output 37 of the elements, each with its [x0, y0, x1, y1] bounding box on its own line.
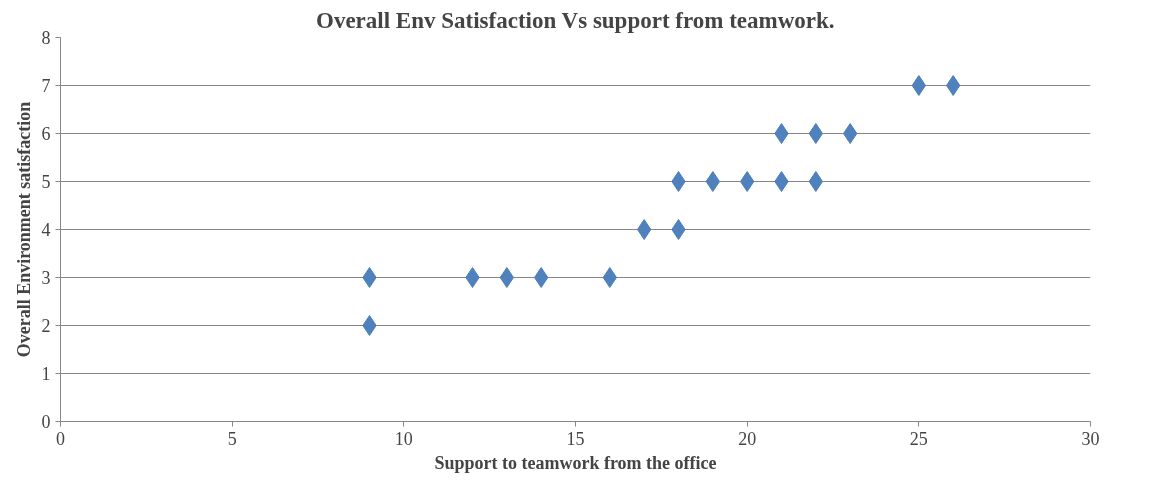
point — [808, 123, 823, 144]
y-tick-label: 0 — [41, 412, 51, 432]
point — [465, 267, 480, 288]
y-tick-label: 8 — [41, 28, 51, 48]
y-tick-label: 6 — [41, 124, 51, 144]
y-tick-label: 4 — [41, 220, 51, 240]
x-tick-label: 0 — [56, 428, 65, 449]
point — [911, 75, 926, 96]
point — [362, 267, 377, 288]
y-tick-label: 5 — [41, 172, 51, 192]
y-axis-title: Overall Environment satisfaction — [13, 101, 34, 358]
point — [774, 123, 789, 144]
point — [808, 171, 823, 192]
x-tick-label: 5 — [227, 428, 237, 449]
point — [637, 219, 652, 240]
y-tick-label: 3 — [41, 268, 51, 288]
x-tick-label: 30 — [1081, 428, 1100, 449]
x-tick-label: 20 — [738, 428, 757, 449]
point — [740, 171, 755, 192]
x-tick-label: 15 — [566, 428, 585, 449]
point — [671, 219, 686, 240]
point — [843, 123, 858, 144]
point — [602, 267, 617, 288]
x-tick-label: 25 — [909, 428, 928, 449]
point — [774, 171, 789, 192]
point — [534, 267, 549, 288]
point — [362, 315, 377, 336]
chart-title: Overall Env Satisfaction Vs support from teamwork. — [316, 7, 835, 33]
point — [499, 267, 514, 288]
point — [671, 171, 686, 192]
y-tick-label: 1 — [41, 364, 51, 384]
point — [946, 75, 961, 96]
y-tick-label: 2 — [41, 316, 51, 336]
x-axis-title: Support to teamwork from the office — [434, 452, 717, 473]
point — [705, 171, 720, 192]
y-tick-label: 7 — [41, 76, 51, 96]
x-tick-label: 10 — [394, 428, 413, 449]
